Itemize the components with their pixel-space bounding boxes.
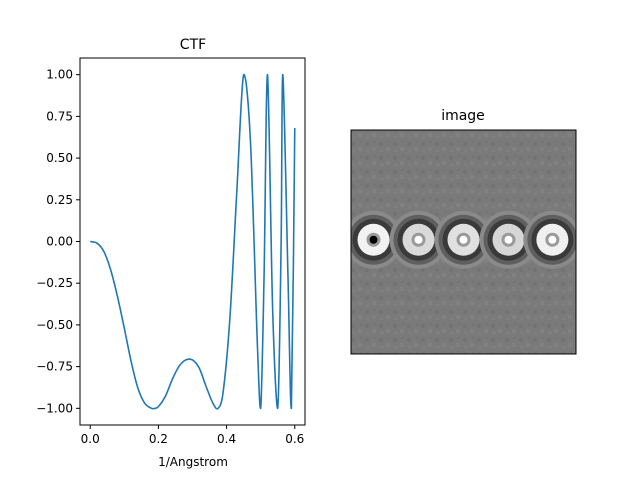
ctf-y-tick-label: −0.50: [36, 318, 73, 332]
ctf-y-tick-label: 0.25: [46, 193, 73, 207]
ctf-x-axis-label: 1/Angstrom: [158, 455, 228, 469]
ctf-y-tick-label: 1.00: [46, 68, 73, 82]
ctf-x-tick-label: 0.4: [217, 432, 236, 446]
ctf-x-tick-label: 0.6: [285, 432, 304, 446]
image-spot-ring: [504, 235, 513, 244]
ctf-x-tick-label: 0.2: [149, 432, 168, 446]
ctf-y-tick-label: 0.00: [46, 235, 73, 249]
image-spots: [351, 210, 576, 269]
ctf-x-ticks: 0.0 0.2 0.4 0.6: [81, 425, 304, 446]
image-title: image: [441, 108, 485, 124]
image-spot-ring: [414, 235, 423, 244]
ctf-y-tick-label: −0.25: [36, 276, 73, 290]
ctf-y-ticks: 1.00 0.75 0.50 0.25 0.00 −0.25 −0.50 −0.75 −1.00: [36, 68, 80, 415]
ctf-plot: CTF 1.00 0.75 0.50 0.25 0.00 −0.25 −0.50 −0.75 −…: [36, 37, 306, 469]
ctf-y-tick-label: −0.75: [36, 360, 73, 374]
ctf-title: CTF: [180, 37, 206, 53]
ctf-x-tick-label: 0.0: [81, 432, 100, 446]
ctf-series-line: [90, 73, 296, 410]
ctf-y-tick-label: 0.50: [46, 151, 73, 165]
image-spot-ring: [369, 235, 378, 244]
image-spot-ring: [459, 235, 468, 244]
ctf-y-tick-label: −1.00: [36, 401, 73, 415]
image-plot: image: [350, 108, 577, 355]
ctf-y-tick-label: 0.75: [46, 109, 73, 123]
image-spot-ring: [548, 235, 557, 244]
image-frame: [350, 129, 577, 355]
